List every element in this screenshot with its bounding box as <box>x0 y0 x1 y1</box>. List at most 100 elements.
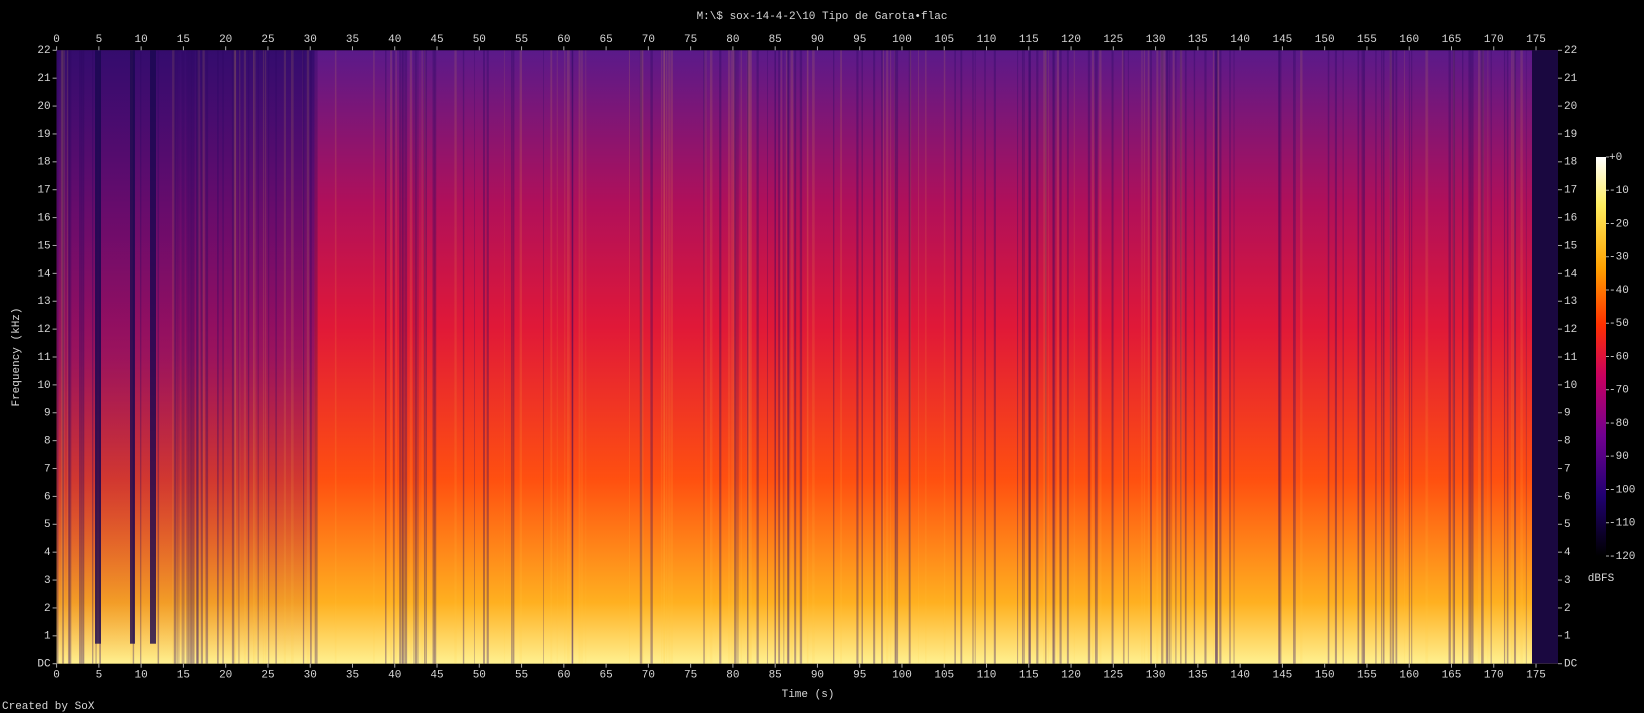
spectrogram-streak <box>1503 50 1506 664</box>
spectrogram-streak <box>747 50 749 664</box>
x-tick-label: 80 <box>726 670 739 682</box>
spectrogram-streak <box>719 50 722 664</box>
spectrogram-streak <box>262 50 265 664</box>
x-tick-label: 50 <box>473 34 486 46</box>
x-tick-label: 45 <box>430 670 443 682</box>
spectrogram-streak <box>640 50 643 664</box>
spectrogram-streak <box>1212 50 1215 664</box>
y-tick-label: 22 <box>37 45 50 57</box>
spectrogram-streak <box>1160 50 1163 664</box>
spectrogram-streak <box>1052 50 1056 664</box>
spectrogram-streak <box>189 50 192 664</box>
spectrogram-streak <box>1520 50 1523 664</box>
x-tick-label: 170 <box>1484 34 1504 46</box>
spectrogram-streak <box>1156 50 1159 664</box>
spectrogram-streak <box>1506 50 1509 664</box>
spectrogram-streak <box>1121 50 1124 664</box>
spectrogram-streak <box>1215 50 1218 664</box>
x-tick-label: 120 <box>1061 670 1081 682</box>
spectrogram-streak <box>1278 50 1280 664</box>
spectrogram-streak <box>748 50 750 664</box>
x-tick-label: 105 <box>934 34 954 46</box>
spectrogram-streak <box>1219 50 1222 664</box>
spectrogram-streak <box>1162 50 1166 664</box>
spectrogram-streak <box>78 50 82 664</box>
x-tick-label: 165 <box>1442 34 1462 46</box>
spectrogram-streak <box>512 50 515 664</box>
x-tick-label: 170 <box>1484 670 1504 682</box>
spectrogram-streak <box>409 50 412 664</box>
spectrogram-streak <box>1513 50 1517 664</box>
spectrogram-streak <box>181 50 183 664</box>
y-tick-label: 21 <box>37 73 51 85</box>
spectrogram-streak <box>550 50 553 664</box>
spectrogram-streak <box>1147 50 1150 664</box>
spectrogram-streak <box>833 50 835 664</box>
spectrogram-streak <box>1395 50 1398 664</box>
spectrogram-streak <box>1481 50 1484 664</box>
spectrogram-streak <box>719 50 721 664</box>
x-tick-label: 25 <box>261 670 274 682</box>
spectrogram-streak <box>1403 50 1405 664</box>
spectrogram-streak <box>1066 50 1069 664</box>
spectrogram-streak <box>668 50 670 664</box>
spectrogram-streak <box>192 50 195 664</box>
spectrogram-streak <box>734 50 737 664</box>
x-tick-label: 100 <box>892 670 912 682</box>
y-tick-label: 6 <box>44 491 51 503</box>
spectrogram-streak <box>1217 50 1220 664</box>
spectrogram-streak <box>1172 50 1175 664</box>
spectrogram-streak <box>812 50 815 664</box>
spectrogram-streak <box>302 50 304 664</box>
x-tick-label: 60 <box>557 670 570 682</box>
colorbar-tick-label: -30 <box>1609 252 1629 264</box>
y-tick-label: 2 <box>1564 603 1571 615</box>
spectrogram-streak <box>1048 50 1049 664</box>
y-tick-label: 5 <box>1564 519 1571 531</box>
x-tick-label: 160 <box>1399 670 1419 682</box>
spectrogram-streak <box>69 50 72 664</box>
x-tick-label: 20 <box>219 670 232 682</box>
spectrogram-streak <box>578 50 581 664</box>
x-tick-label: 55 <box>515 670 528 682</box>
x-tick-label: 110 <box>977 34 997 46</box>
y-tick-label: 7 <box>1564 463 1571 475</box>
colorbar-tick-label: -70 <box>1609 385 1629 397</box>
spectrogram-streak <box>650 50 653 664</box>
spectrogram-streak <box>413 50 415 664</box>
x-tick-label: 175 <box>1526 670 1546 682</box>
spectrogram-streak <box>974 50 976 664</box>
spectrogram-streak <box>1165 50 1169 664</box>
y-tick-label: 19 <box>37 129 50 141</box>
spectrogram-streak <box>1166 50 1168 664</box>
spectrogram-streak <box>787 50 790 664</box>
spectrogram-streak <box>807 50 809 664</box>
y-tick-label: 20 <box>1564 101 1577 113</box>
spectrogram-streak <box>799 50 803 664</box>
spectrogram-streak <box>1278 50 1282 664</box>
y-tick-label: 17 <box>37 185 50 197</box>
spectrogram-streak <box>316 50 318 664</box>
x-tick-label: 40 <box>388 34 401 46</box>
spectrogram-streak <box>474 50 475 664</box>
spectrogram-streak <box>774 50 776 664</box>
spectrogram-streak <box>233 50 235 664</box>
x-tick-label: 130 <box>1146 670 1166 682</box>
spectrogram-streak <box>1375 50 1377 664</box>
spectrogram-streak <box>1469 50 1472 664</box>
spectrogram-streak <box>1487 50 1489 664</box>
spectrogram-streak <box>704 50 706 664</box>
y-tick-label: 17 <box>1564 185 1577 197</box>
spectrogram-streak <box>750 50 752 664</box>
spectrogram-streak <box>66 50 69 664</box>
x-tick-label: 50 <box>473 670 486 682</box>
spectrogram-streak <box>1392 50 1395 664</box>
y-tick-label: 9 <box>44 408 51 420</box>
y-tick-label: 5 <box>44 519 51 531</box>
spectrogram-streak <box>543 50 544 664</box>
spectrogram-streak <box>1179 50 1183 664</box>
spectrogram-streak <box>943 50 946 664</box>
y-tick-label: 4 <box>1564 547 1571 559</box>
spectrogram-streak <box>234 50 236 664</box>
spectrogram-streak <box>1043 50 1046 664</box>
